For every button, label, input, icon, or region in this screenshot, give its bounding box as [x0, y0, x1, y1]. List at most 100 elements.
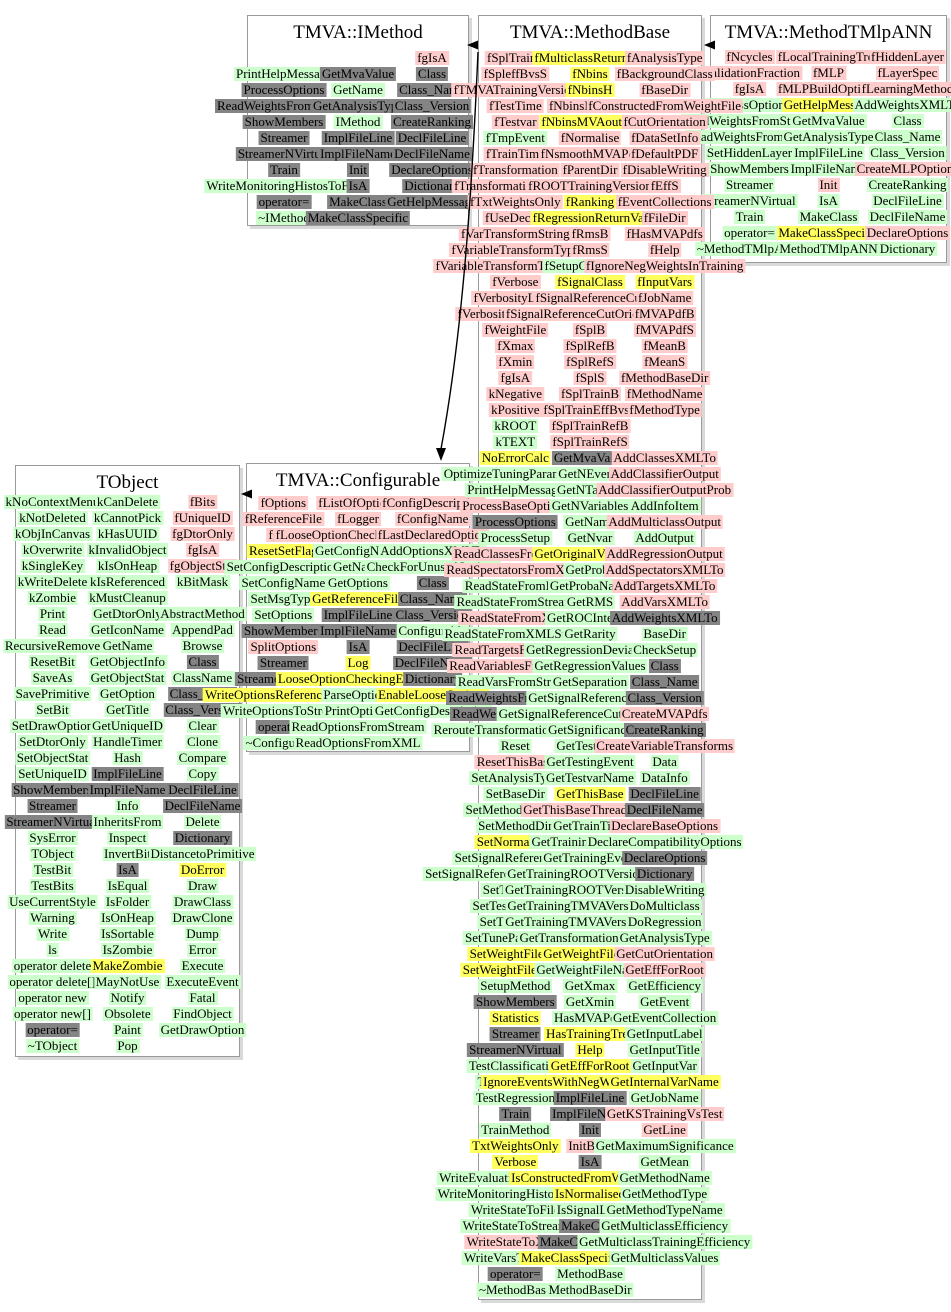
- member-doregression[interactable]: DoRegression: [625, 914, 704, 929]
- member-geteffforroot[interactable]: GetEffForRoot: [623, 962, 706, 977]
- member-fgdtoronly[interactable]: fgDtorOnly: [170, 526, 235, 541]
- member-declareoptions[interactable]: DeclareOptions: [864, 225, 951, 240]
- member-ksinglekey[interactable]: kSingleKey: [19, 558, 86, 573]
- member-getdrawoption[interactable]: GetDrawOption: [158, 1022, 247, 1037]
- member-writestatetostream[interactable]: WriteStateToStream: [460, 1218, 571, 1233]
- member-fncycles[interactable]: fNcycles: [724, 49, 775, 64]
- member-methodbasedir[interactable]: MethodBaseDir: [546, 1282, 634, 1297]
- member-frmsb[interactable]: fRmsB: [569, 226, 611, 241]
- member-resetsetflag[interactable]: ResetSetFlag: [247, 543, 320, 558]
- member-makeclass[interactable]: MakeClass: [327, 194, 389, 209]
- member-dictionary[interactable]: Dictionary: [877, 241, 938, 256]
- member-fanalysistype[interactable]: fAnalysisType: [624, 50, 705, 65]
- member-fatal[interactable]: Fatal: [187, 990, 218, 1005]
- member-implfileline[interactable]: ImplFileLine: [553, 1090, 627, 1105]
- member-basedir[interactable]: BaseDir: [641, 626, 688, 641]
- member-fxmin[interactable]: fXmin: [496, 354, 535, 369]
- member-class[interactable]: Class: [891, 113, 924, 128]
- member-getevent[interactable]: GetEvent: [638, 994, 692, 1009]
- member-invertbit[interactable]: InvertBit: [102, 846, 153, 861]
- member-warning[interactable]: Warning: [28, 910, 77, 925]
- member-fvalidationfraction[interactable]: fValidationFraction: [696, 65, 803, 80]
- member-methodbase[interactable]: MethodBase: [555, 1266, 625, 1281]
- member-addmulticlassoutput[interactable]: AddMulticlassOutput: [606, 514, 723, 529]
- member-processoptions[interactable]: ProcessOptions: [241, 82, 327, 97]
- member-class[interactable]: Class: [415, 66, 449, 81]
- member-kpositive[interactable]: kPositive: [489, 402, 542, 417]
- member-inheritsfrom[interactable]: InheritsFrom: [91, 814, 164, 829]
- member-isa[interactable]: IsA: [817, 193, 840, 208]
- member-declfileline[interactable]: DeclFileLine: [166, 782, 239, 797]
- member-train[interactable]: Train: [733, 209, 766, 224]
- member-domulticlass[interactable]: DoMulticlass: [627, 898, 702, 913]
- member-setmsgtype[interactable]: SetMsgType: [248, 591, 319, 606]
- member-methodtmlpann[interactable]: ~MethodTMlpANN: [694, 241, 805, 256]
- member-addweightsxmlto[interactable]: AddWeightsXMLTo: [609, 610, 720, 625]
- member-ftmpevent[interactable]: fTmpEvent: [483, 130, 547, 145]
- member-implfileline[interactable]: ImplFileLine: [792, 145, 865, 160]
- member-fmethodbasedir[interactable]: fMethodBaseDir: [618, 370, 711, 385]
- member-getuniqueid[interactable]: GetUniqueID: [90, 718, 165, 733]
- member-frmss[interactable]: fRmsS: [570, 242, 610, 257]
- member-gettrainingevent[interactable]: GetTrainingEvent: [541, 850, 639, 865]
- member-pop[interactable]: Pop: [115, 1038, 140, 1053]
- member-fcutorientation[interactable]: fCutOrientation: [621, 114, 708, 129]
- member-gettestingevent[interactable]: GetTestingEvent: [544, 754, 636, 769]
- member-testbits[interactable]: TestBits: [29, 878, 76, 893]
- member-checksetup[interactable]: CheckSetup: [631, 642, 699, 657]
- member-ftraintime[interactable]: fTrainTime: [483, 146, 547, 161]
- member-khasuuid[interactable]: kHasUUID: [95, 526, 160, 541]
- member-fnbins[interactable]: fNbins: [570, 66, 610, 81]
- member-fdisablewriting[interactable]: fDisableWriting: [620, 162, 709, 177]
- member-methodtmlpann[interactable]: MethodTMlpANN: [777, 241, 880, 256]
- member-printhelpmessage[interactable]: PrintHelpMessage: [465, 482, 566, 497]
- member-getinputtitle[interactable]: GetInputTitle: [627, 1042, 702, 1057]
- member-readvarsfromstream[interactable]: ReadVarsFromStream: [455, 674, 575, 689]
- member-streamer[interactable]: Streamer: [489, 1026, 541, 1041]
- member-declfilename[interactable]: DeclFileName: [624, 802, 705, 817]
- member-imethod[interactable]: ~IMethod: [256, 210, 312, 225]
- member-makeclassspecific[interactable]: MakeClassSpecific: [305, 210, 411, 225]
- member-declfileline[interactable]: DeclFileLine: [395, 130, 469, 145]
- member-getanalysistype[interactable]: GetAnalysisType: [617, 930, 712, 945]
- member-fgisa[interactable]: fgIsA: [415, 50, 449, 65]
- member-makezombie[interactable]: MakeZombie: [90, 958, 165, 973]
- member-paint[interactable]: Paint: [112, 1022, 143, 1037]
- member-showmembers[interactable]: ShowMembers: [241, 623, 325, 638]
- member-setdrawoption[interactable]: SetDrawOption: [9, 718, 96, 733]
- member-getname[interactable]: GetName: [100, 638, 155, 653]
- member-declfileline[interactable]: DeclFileLine: [396, 639, 469, 654]
- member-getanalysistype[interactable]: GetAnalysisType: [310, 98, 406, 113]
- member-createmvapdfs[interactable]: CreateMVAPdfs: [619, 706, 710, 721]
- member-addclassesxmlto[interactable]: AddClassesXMLTo: [611, 450, 718, 465]
- member-declarebaseoptions[interactable]: DeclareBaseOptions: [609, 818, 721, 833]
- member-ftxtweightsonly[interactable]: fTxtWeightsOnly: [467, 194, 563, 209]
- member-testregression[interactable]: TestRegression: [473, 1090, 557, 1105]
- member-getrms[interactable]: GetRMS: [564, 594, 616, 609]
- member-setobjectstat[interactable]: SetObjectStat: [14, 750, 91, 765]
- member-getsignalreferencecut[interactable]: GetSignalReferenceCut: [526, 690, 654, 705]
- member-fdefaultpdf[interactable]: fDefaultPDF: [629, 146, 701, 161]
- member-writemonitoringhistostofile[interactable]: WriteMonitoringHistosToFile: [204, 178, 364, 193]
- member-printhelpmessage[interactable]: PrintHelpMessage: [233, 66, 335, 81]
- member-fverbose[interactable]: fVerbose: [490, 274, 541, 289]
- member-isonheap[interactable]: IsOnHeap: [99, 910, 156, 925]
- member-fvartransformstring[interactable]: fVarTransformString: [459, 226, 572, 241]
- member-setbasedir[interactable]: SetBaseDir: [483, 786, 547, 801]
- member-print[interactable]: Print: [37, 606, 68, 621]
- member-fvariabletransformtype[interactable]: fVariableTransformType: [449, 242, 582, 257]
- member-class-version[interactable]: Class_Version: [392, 98, 472, 113]
- member-ftestvar[interactable]: fTestvar: [492, 114, 539, 129]
- member-fmeanb[interactable]: fMeanB: [641, 338, 688, 353]
- member-isnormalised[interactable]: IsNormalised: [552, 1186, 628, 1201]
- member-makeclass[interactable]: MakeClass: [797, 209, 860, 224]
- member-declareoptions[interactable]: DeclareOptions: [621, 850, 708, 865]
- member-kwritedelete[interactable]: kWriteDelete: [15, 574, 90, 589]
- member-fspltrainb[interactable]: fSplTrainB: [558, 386, 622, 401]
- member-kisreferenced[interactable]: kIsReferenced: [87, 574, 168, 589]
- member-fnbinsmvaoutput[interactable]: fNbinsMVAoutput: [539, 114, 641, 129]
- member-init[interactable]: Init: [346, 162, 370, 177]
- member-fxmax[interactable]: fXmax: [495, 338, 536, 353]
- member-gettrainingrootversioncode[interactable]: GetTrainingROOTVersionCode: [505, 866, 675, 881]
- member-clear[interactable]: Clear: [186, 718, 219, 733]
